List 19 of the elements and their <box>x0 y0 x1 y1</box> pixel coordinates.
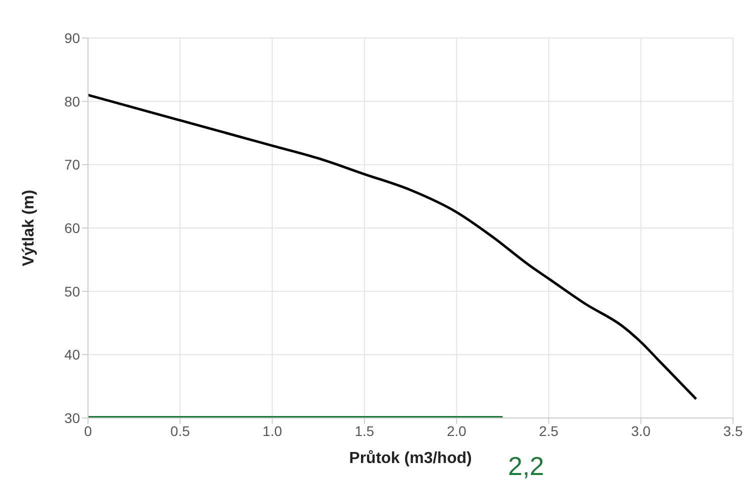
y-axis-title: Výtlak (m) <box>20 190 38 266</box>
line-series <box>88 94 698 400</box>
y-tick-label: 50 <box>64 283 80 300</box>
x-axis-title: Průtok (m3/hod) <box>349 450 472 467</box>
y-tick-label: 30 <box>64 410 80 426</box>
y-tick-label: 80 <box>64 93 80 110</box>
x-tick-label: 1.0 <box>262 422 282 439</box>
text: 2,2 <box>508 451 544 482</box>
y-tick-label: 40 <box>64 346 80 363</box>
x-tick-label: 2.0 <box>446 422 467 439</box>
y-tick-label: 90 <box>64 30 80 46</box>
x-tick-label: 2.5 <box>538 422 559 439</box>
y-tick-label: 60 <box>64 220 80 236</box>
x-tick-label: 0.5 <box>170 422 190 439</box>
x-tick-label: 0 <box>84 422 92 439</box>
x-tick-label: 3.0 <box>631 422 651 439</box>
x-tick-label: 1.5 <box>354 422 374 439</box>
x-tick-label: 3.5 <box>723 422 743 439</box>
y-tick-label: 70 <box>64 156 80 173</box>
